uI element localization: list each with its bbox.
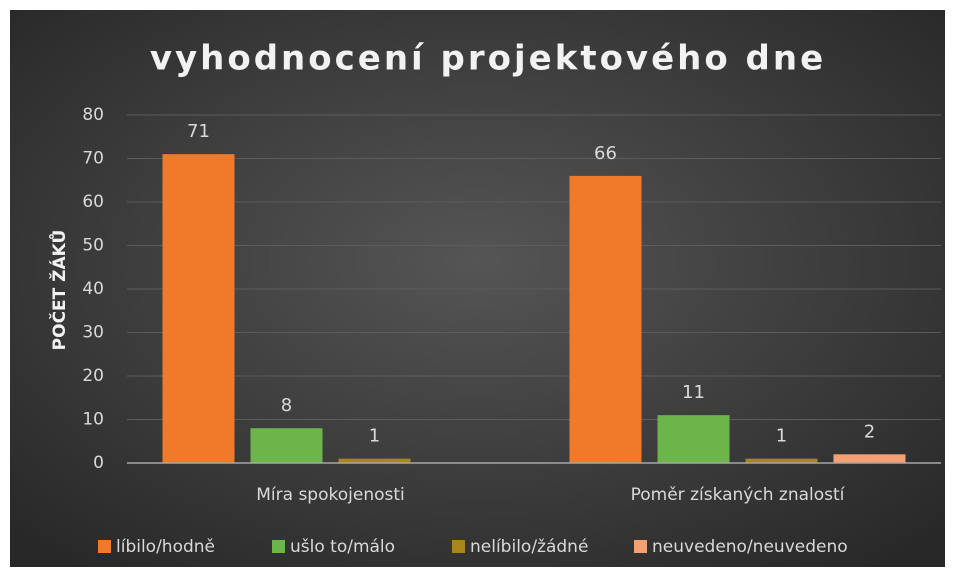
- chart-title: vyhodnocení projektového dne: [150, 39, 826, 79]
- legend-label: neuvedeno/neuvedeno: [652, 537, 848, 557]
- value-label: 1: [369, 426, 380, 447]
- bar: [657, 415, 730, 463]
- y-tick-label: 80: [82, 105, 104, 125]
- y-tick-label: 70: [82, 149, 104, 169]
- y-axis-label: POČET ŽÁKŮ: [47, 230, 70, 351]
- legend-label: líbilo/hodně: [116, 537, 215, 557]
- bar: [338, 458, 411, 463]
- y-tick-label: 10: [82, 410, 104, 430]
- bar: [569, 175, 642, 463]
- x-tick-label: Míra spokojenosti: [256, 485, 405, 505]
- legend-swatch: [272, 540, 285, 553]
- value-label: 1: [776, 426, 787, 447]
- value-label: 8: [281, 395, 292, 416]
- value-label: 2: [864, 421, 875, 442]
- bar: [162, 154, 235, 463]
- y-tick-label: 20: [82, 366, 104, 386]
- legend-label: nelíbilo/žádné: [470, 537, 588, 557]
- legend-swatch: [634, 540, 647, 553]
- y-tick-label: 40: [82, 279, 104, 299]
- bar: [833, 454, 906, 463]
- value-label: 71: [187, 121, 210, 142]
- y-tick-label: 60: [82, 192, 104, 212]
- bar: [250, 428, 323, 463]
- value-label: 66: [594, 143, 617, 164]
- y-tick-label: 50: [82, 236, 104, 256]
- x-tick-label: Poměr získaných znalostí: [631, 485, 846, 505]
- legend-label: ušlo to/málo: [290, 537, 395, 557]
- legend-swatch: [98, 540, 111, 553]
- value-label: 11: [682, 382, 705, 403]
- bar: [745, 458, 818, 463]
- legend-swatch: [452, 540, 465, 553]
- y-tick-label: 30: [82, 323, 104, 343]
- y-tick-label: 0: [93, 453, 104, 473]
